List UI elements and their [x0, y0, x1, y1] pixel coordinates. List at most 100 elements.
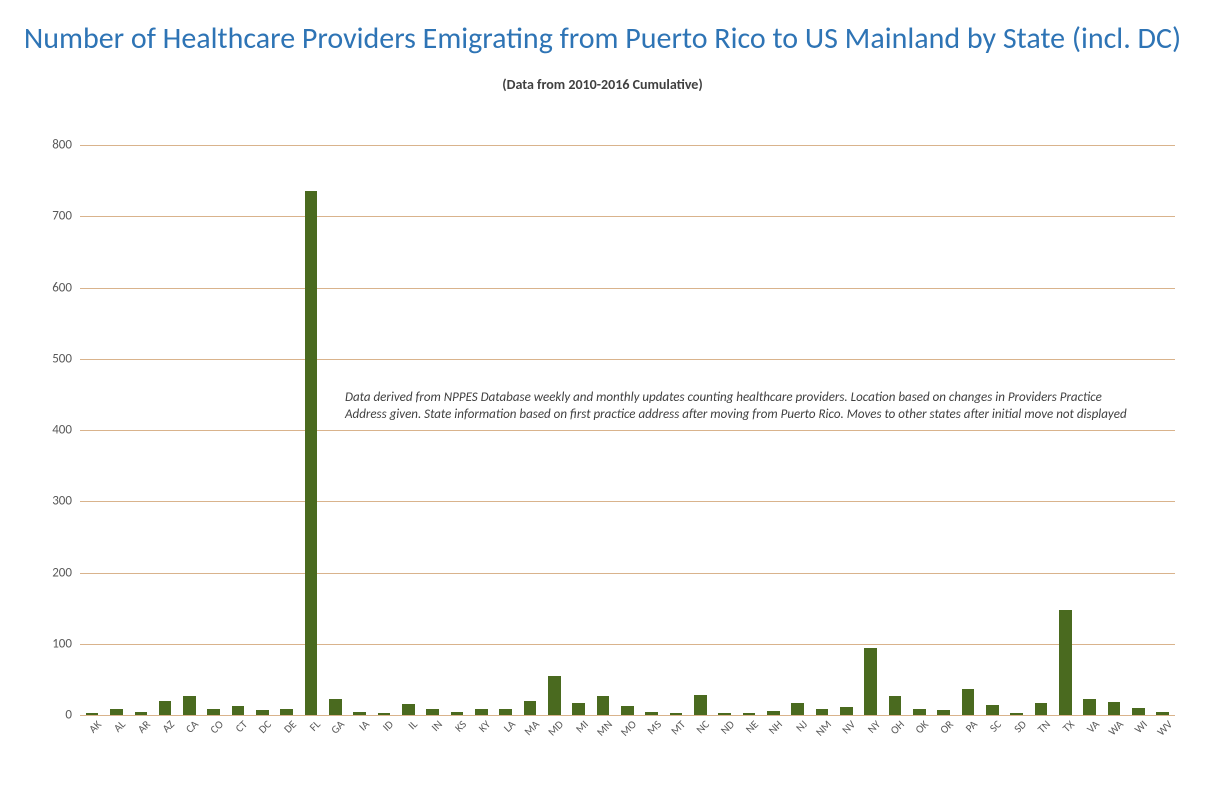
bar-slot: NJ — [786, 145, 810, 715]
bar-slot: DE — [275, 145, 299, 715]
bar-slot: NH — [761, 145, 785, 715]
y-tick-label: 0 — [40, 708, 80, 723]
bar-slot: DC — [250, 145, 274, 715]
bar — [183, 696, 196, 715]
bar — [645, 712, 658, 715]
x-tick-label: MI — [573, 718, 591, 736]
bar-slot: AK — [80, 145, 104, 715]
bar — [451, 712, 464, 715]
bar-slot: WV — [1150, 145, 1174, 715]
chart-subtitle: (Data from 2010-2016 Cumulative) — [0, 76, 1205, 93]
bar-slot: MS — [640, 145, 664, 715]
bar — [889, 696, 902, 715]
x-tick-label: NV — [840, 718, 859, 737]
y-tick-label: 300 — [40, 494, 80, 509]
x-tick-label: FL — [307, 718, 323, 734]
bar-slot: CO — [202, 145, 226, 715]
bar — [256, 710, 269, 715]
bar — [1156, 712, 1169, 715]
bar-slot: IL — [396, 145, 420, 715]
x-tick-label: NM — [813, 718, 834, 739]
bar-slot: ID — [372, 145, 396, 715]
x-tick-label: TN — [1035, 718, 1053, 736]
x-tick-label: AL — [112, 718, 129, 735]
x-tick-label: NY — [865, 718, 883, 736]
y-tick-label: 700 — [40, 209, 80, 224]
bar-slot: TN — [1029, 145, 1053, 715]
bar — [962, 689, 975, 715]
bar — [986, 705, 999, 715]
bar — [524, 701, 537, 715]
bar-slot: VA — [1077, 145, 1101, 715]
bars-group: AKALARAZCACOCTDCDEFLGAIAIDILINKSKYLAMAMD… — [80, 145, 1175, 715]
x-tick-label: CT — [233, 718, 250, 735]
bar — [86, 713, 99, 715]
plot-area: 0100200300400500600700800 AKALARAZCACOCT… — [80, 145, 1175, 715]
bar-slot: LA — [494, 145, 518, 715]
bar-slot: ND — [713, 145, 737, 715]
x-tick-label: MD — [546, 718, 567, 739]
x-tick-label: ND — [718, 718, 737, 737]
x-tick-label: MT — [668, 718, 688, 738]
bar — [1083, 699, 1096, 715]
bar — [426, 709, 439, 715]
y-tick-label: 800 — [40, 138, 80, 153]
bar — [718, 713, 731, 715]
bar — [937, 710, 950, 715]
bar-slot: AR — [129, 145, 153, 715]
x-tick-label: IL — [406, 718, 420, 732]
x-tick-label: KY — [476, 718, 493, 735]
bar — [402, 704, 415, 715]
bar — [1035, 703, 1048, 715]
y-tick-label: 100 — [40, 636, 80, 651]
bar — [694, 695, 707, 715]
x-tick-label: KS — [452, 718, 469, 735]
bar-slot: KS — [445, 145, 469, 715]
bar — [159, 701, 172, 715]
bar-slot: GA — [323, 145, 347, 715]
x-tick-label: OH — [888, 718, 907, 737]
bar — [329, 699, 342, 715]
x-tick-label: NE — [743, 718, 761, 736]
x-tick-label: AZ — [160, 718, 177, 735]
bar-slot: OH — [883, 145, 907, 715]
bar — [621, 706, 634, 715]
bar — [1132, 708, 1145, 715]
x-tick-label: VA — [1084, 718, 1102, 736]
bar — [378, 713, 391, 715]
bar-slot: SD — [1004, 145, 1028, 715]
bar — [597, 696, 610, 715]
bar-slot: NY — [859, 145, 883, 715]
bar-slot: NC — [688, 145, 712, 715]
bar-slot: IA — [348, 145, 372, 715]
bar-slot: MI — [567, 145, 591, 715]
bar-slot: MA — [518, 145, 542, 715]
bar — [572, 703, 585, 715]
bar-slot: OR — [931, 145, 955, 715]
x-tick-label: MO — [618, 718, 639, 739]
bar — [864, 648, 877, 715]
bar-slot: WA — [1102, 145, 1126, 715]
x-tick-label: LA — [501, 718, 518, 735]
bar-slot: WI — [1126, 145, 1150, 715]
bar — [913, 709, 926, 715]
bar-slot: AZ — [153, 145, 177, 715]
x-tick-label: TX — [1060, 718, 1077, 735]
x-tick-label: IA — [356, 718, 372, 734]
bar — [670, 713, 683, 715]
bar-slot: SC — [980, 145, 1004, 715]
bar-slot: AL — [104, 145, 128, 715]
x-tick-label: ID — [380, 718, 396, 734]
bar-slot: CT — [226, 145, 250, 715]
x-tick-label: SC — [987, 718, 1004, 735]
grid-line: 0 — [80, 715, 1175, 716]
bar — [1059, 610, 1072, 715]
x-tick-label: CA — [184, 718, 202, 736]
x-tick-label: OK — [913, 718, 931, 736]
x-tick-label: GA — [329, 718, 348, 737]
bar — [743, 713, 756, 715]
x-tick-label: WI — [1132, 718, 1150, 736]
bar-slot: MO — [615, 145, 639, 715]
x-tick-label: SD — [1011, 718, 1029, 736]
bar — [791, 703, 804, 715]
